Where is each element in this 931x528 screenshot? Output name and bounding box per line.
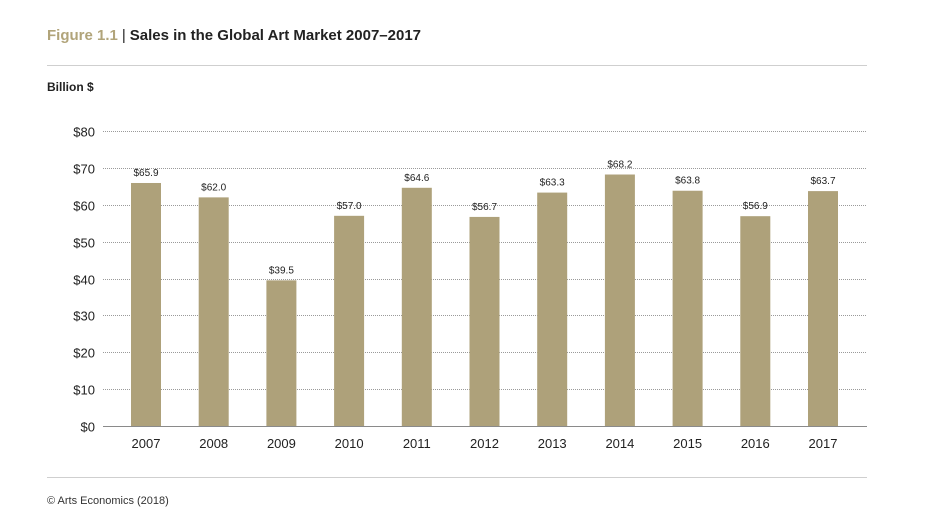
bar bbox=[672, 190, 703, 426]
x-tick-label: 2007 bbox=[132, 436, 161, 451]
data-label: $63.7 bbox=[810, 176, 835, 187]
x-tick-label: 2015 bbox=[673, 436, 702, 451]
y-tick-label: $50 bbox=[73, 236, 95, 251]
figure-title-row: Figure 1.1 | Sales in the Global Art Marke… bbox=[47, 27, 421, 44]
data-label: $39.5 bbox=[269, 265, 294, 276]
x-tick-label: 2010 bbox=[335, 436, 364, 451]
figure-title: Sales in the Global Art Market 2007–2017 bbox=[129, 27, 422, 44]
y-tick-label: $60 bbox=[73, 199, 95, 214]
y-tick-label: $0 bbox=[81, 420, 95, 435]
x-tick-label: 2008 bbox=[199, 436, 228, 451]
x-tick-label: 2011 bbox=[403, 436, 431, 451]
data-label: $68.2 bbox=[607, 160, 632, 171]
bar bbox=[808, 191, 838, 426]
bar bbox=[131, 182, 161, 426]
data-label: $56.9 bbox=[743, 201, 768, 212]
x-tick-label: 2016 bbox=[741, 436, 770, 451]
y-tick-label: $30 bbox=[73, 309, 95, 324]
x-tick-label: 2012 bbox=[470, 436, 499, 451]
bottom-divider bbox=[47, 477, 867, 478]
bar bbox=[334, 215, 365, 426]
top-divider bbox=[47, 65, 867, 66]
y-tick-label: $10 bbox=[73, 383, 95, 398]
y-tick-label: $80 bbox=[73, 125, 95, 140]
x-tick-label: 2009 bbox=[267, 436, 296, 451]
bar bbox=[401, 187, 432, 426]
bar bbox=[740, 216, 771, 426]
source-note: © Arts Economics (2018) bbox=[47, 495, 169, 507]
x-tick-label: 2014 bbox=[605, 436, 634, 451]
x-tick-label: 2013 bbox=[538, 436, 567, 451]
data-label: $57.0 bbox=[337, 201, 362, 212]
data-label: $63.8 bbox=[675, 176, 700, 187]
bar bbox=[469, 216, 500, 426]
y-tick-label: $40 bbox=[73, 273, 95, 288]
y-tick-label: $20 bbox=[73, 346, 95, 361]
figure-separator: | bbox=[121, 27, 126, 44]
x-tick-label: 2017 bbox=[809, 436, 838, 451]
data-label: $65.9 bbox=[133, 168, 158, 179]
bar bbox=[266, 280, 297, 426]
data-label: $62.0 bbox=[201, 182, 226, 193]
bar bbox=[537, 192, 568, 426]
y-axis-unit-label: Billion $ bbox=[47, 80, 94, 94]
bar bbox=[604, 174, 635, 426]
data-label: $56.7 bbox=[472, 202, 497, 213]
figure-label: Figure 1.1 bbox=[47, 27, 118, 44]
y-tick-label: $70 bbox=[73, 162, 95, 177]
bar bbox=[198, 197, 229, 426]
data-label: $63.3 bbox=[540, 178, 565, 189]
data-label: $64.6 bbox=[404, 173, 429, 184]
